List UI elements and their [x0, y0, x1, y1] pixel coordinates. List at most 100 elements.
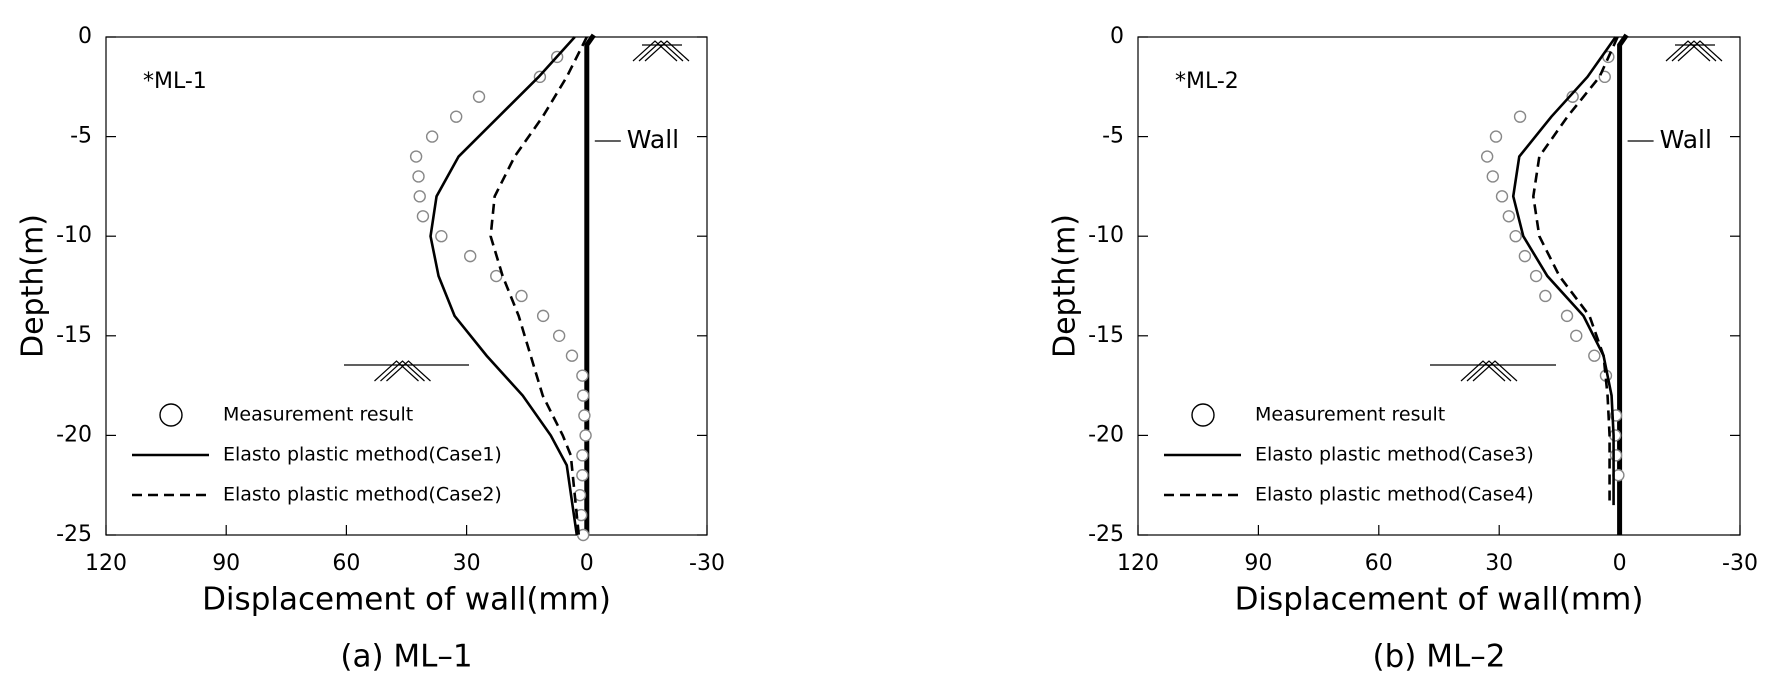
- y-tick-label: -20: [56, 422, 92, 447]
- model-line: [489, 36, 588, 536]
- ground-hatch: [1472, 360, 1518, 382]
- measurement-point: [1502, 210, 1516, 223]
- wall: [584, 33, 596, 535]
- model-line: [1531, 36, 1619, 506]
- legend-label: Measurement result: [1255, 404, 1445, 426]
- measurement-point: [1518, 249, 1532, 263]
- measurement-point: [1609, 449, 1623, 462]
- ground-hatch: [638, 40, 684, 62]
- x-tick-label: -30: [689, 551, 725, 576]
- ground-hatch: [1665, 40, 1711, 62]
- measurement-point: [552, 329, 566, 342]
- x-tick-label: -30: [1722, 551, 1758, 576]
- wall-label: Wall: [1660, 125, 1712, 154]
- measurement-point: [1529, 269, 1543, 283]
- y-axis-title: Depth(m): [16, 214, 51, 358]
- measurement-point: [412, 170, 425, 183]
- plot-frame: [1137, 36, 1741, 536]
- ground-hatch: [632, 40, 678, 62]
- measurement-point: [472, 90, 486, 103]
- y-tick-label: -25: [56, 522, 92, 547]
- annotation: *ML-1: [143, 69, 207, 94]
- panel-title: (a) ML–1: [340, 639, 472, 675]
- x-axis-title: Displacement of wall(mm): [202, 582, 611, 618]
- measurement-point: [409, 150, 423, 163]
- y-axis-title: Depth(m): [1048, 214, 1083, 358]
- ground-hatch: [374, 360, 419, 382]
- measurement-point: [1539, 289, 1552, 303]
- measurement-point: [490, 269, 503, 283]
- x-tick-label: 90: [212, 551, 240, 576]
- y-tick-label: 0: [78, 24, 92, 49]
- measurement-point: [1495, 190, 1509, 203]
- measurement-point: [1489, 130, 1503, 143]
- legend-label: Elasto plastic method(Case2): [223, 484, 502, 506]
- measurement-point: [1608, 429, 1622, 442]
- measurement-point: [576, 528, 590, 542]
- x-tick-label: 30: [453, 551, 481, 576]
- measurement-point: [416, 210, 430, 223]
- measurement-point: [425, 130, 439, 143]
- measurement-point: [1480, 150, 1494, 163]
- plot-frame: [105, 36, 708, 536]
- measurement-point: [1509, 229, 1522, 243]
- measurement-point: [413, 190, 426, 203]
- panel-title: (b) ML–2: [1373, 639, 1506, 675]
- x-axis-title: Displacement of wall(mm): [1235, 582, 1644, 618]
- y-tick-label: -10: [56, 223, 92, 248]
- ground-hatch: [1677, 40, 1723, 62]
- x-tick-label: 120: [1117, 551, 1159, 576]
- legend-label: Elasto plastic method(Case1): [223, 444, 502, 466]
- x-tick-label: 60: [1365, 551, 1393, 576]
- y-tick-label: 0: [1110, 24, 1124, 49]
- x-tick-label: 120: [85, 551, 127, 576]
- measurement-point: [576, 449, 589, 462]
- measurement-point: [1588, 349, 1601, 362]
- y-tick-label: -5: [70, 124, 92, 149]
- x-tick-label: 0: [1613, 551, 1627, 576]
- wall-label: Wall: [627, 125, 679, 154]
- measurement-point: [1570, 329, 1583, 342]
- measurement-point: [536, 309, 550, 323]
- ground-hatch: [380, 360, 425, 382]
- measurement-point: [515, 289, 528, 303]
- legend-marker: [1191, 403, 1215, 427]
- y-tick-label: -15: [56, 323, 92, 348]
- ground-hatch: [1671, 40, 1717, 62]
- measurement-point: [579, 429, 592, 442]
- y-tick-label: -20: [1088, 422, 1124, 447]
- measurement-point: [1566, 90, 1579, 103]
- legend-label: Elasto plastic method(Case4): [1255, 484, 1534, 506]
- ground-hatch: [1466, 360, 1512, 382]
- wall: [1617, 33, 1629, 535]
- y-tick-label: -10: [1088, 223, 1124, 248]
- y-tick-label: -5: [1102, 124, 1124, 149]
- x-tick-label: 30: [1485, 551, 1513, 576]
- model-line: [429, 36, 579, 536]
- ground-hatch: [644, 40, 690, 62]
- measurement-point: [449, 110, 463, 123]
- measurement-point: [578, 409, 591, 422]
- measurement-point: [565, 349, 579, 362]
- y-tick-label: -15: [1088, 323, 1124, 348]
- measurement-point: [576, 369, 589, 382]
- measurement-point: [435, 229, 448, 243]
- x-tick-label: 90: [1244, 551, 1272, 576]
- measurement-point: [464, 249, 477, 263]
- y-tick-label: -25: [1088, 522, 1124, 547]
- measurement-point: [1560, 309, 1574, 323]
- measurement-point: [576, 389, 590, 402]
- legend-marker: [159, 403, 183, 427]
- chart-panel: 120 90 60 30 0 -30 0 -5 -10 -15 -20 -25 Displacement…: [16, 24, 725, 675]
- legend-label: Elasto plastic method(Case3): [1255, 444, 1534, 466]
- ground-hatch: [386, 360, 431, 382]
- x-tick-label: 0: [580, 551, 594, 576]
- chart-panel: 120 90 60 30 0 -30 0 -5 -10 -15 -20 -25 Displacement…: [1048, 24, 1758, 675]
- measurement-point: [1486, 170, 1499, 183]
- legend-label: Measurement result: [223, 404, 413, 426]
- annotation: *ML-2: [1175, 69, 1239, 94]
- x-tick-label: 60: [332, 551, 360, 576]
- measurement-point: [576, 469, 589, 482]
- ground-hatch: [1460, 360, 1506, 382]
